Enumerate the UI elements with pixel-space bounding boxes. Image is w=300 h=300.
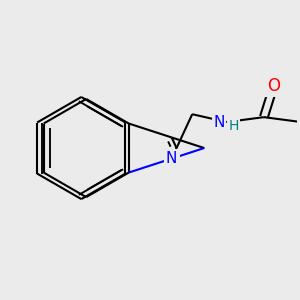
Text: N: N: [166, 151, 177, 166]
Text: H: H: [229, 119, 239, 133]
Text: O: O: [267, 77, 280, 95]
Text: N: N: [213, 115, 225, 130]
